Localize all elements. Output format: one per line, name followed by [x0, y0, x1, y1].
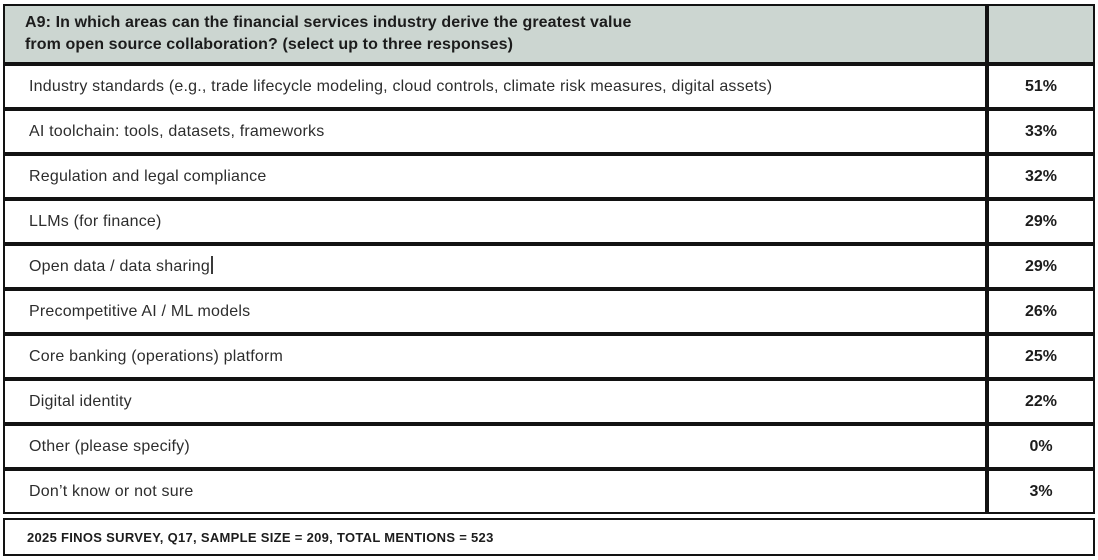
answer-percent: 3% [987, 469, 1095, 514]
answer-label-text: AI toolchain: tools, datasets, framework… [29, 122, 325, 140]
answer-percent: 25% [987, 334, 1095, 379]
answer-label: LLMs (for finance) [3, 199, 987, 244]
table-row: Core banking (operations) platform 25% [3, 334, 1095, 379]
answer-label: Industry standards (e.g., trade lifecycl… [3, 64, 987, 109]
survey-results-table: A9: In which areas can the financial ser… [3, 4, 1095, 514]
table-row: Open data / data sharing 29% [3, 244, 1095, 289]
answer-label: Open data / data sharing [3, 244, 987, 289]
percent-header-cell [987, 4, 1095, 64]
answer-label: Precompetitive AI / ML models [3, 289, 987, 334]
answer-label-text: Don’t know or not sure [29, 482, 194, 500]
question-line-1: A9: In which areas can the financial ser… [25, 14, 632, 31]
answer-label-text: Other (please specify) [29, 437, 190, 455]
question-header-cell: A9: In which areas can the financial ser… [3, 4, 987, 64]
answer-label-text: Industry standards (e.g., trade lifecycl… [29, 77, 773, 95]
answer-percent: 51% [987, 64, 1095, 109]
table-row: AI toolchain: tools, datasets, framework… [3, 109, 1095, 154]
table-row: Don’t know or not sure 3% [3, 469, 1095, 514]
header-row: A9: In which areas can the financial ser… [3, 4, 1095, 64]
question-line-2: from open source collaboration? (select … [25, 36, 514, 53]
answer-label-text: Open data / data sharing [29, 257, 210, 275]
table-row: Other (please specify) 0% [3, 424, 1095, 469]
answer-label: Core banking (operations) platform [3, 334, 987, 379]
answer-percent: 26% [987, 289, 1095, 334]
text-cursor [210, 256, 213, 275]
answer-label-text: Precompetitive AI / ML models [29, 302, 251, 320]
answer-percent: 22% [987, 379, 1095, 424]
answer-percent: 0% [987, 424, 1095, 469]
table-row: Digital identity 22% [3, 379, 1095, 424]
answer-label: Digital identity [3, 379, 987, 424]
answer-label: Don’t know or not sure [3, 469, 987, 514]
table-row: LLMs (for finance) 29% [3, 199, 1095, 244]
answer-label-text: Core banking (operations) platform [29, 347, 284, 365]
table-row: Precompetitive AI / ML models 26% [3, 289, 1095, 334]
answer-label: AI toolchain: tools, datasets, framework… [3, 109, 987, 154]
answer-label: Other (please specify) [3, 424, 987, 469]
answer-percent: 29% [987, 199, 1095, 244]
answer-percent: 33% [987, 109, 1095, 154]
answer-percent: 32% [987, 154, 1095, 199]
source-note-text: 2025 FINOS SURVEY, Q17, SAMPLE SIZE = 20… [27, 529, 494, 545]
table-row: Industry standards (e.g., trade lifecycl… [3, 64, 1095, 109]
answer-percent: 29% [987, 244, 1095, 289]
answer-label-text: Regulation and legal compliance [29, 167, 267, 185]
answer-label-text: LLMs (for finance) [29, 212, 162, 230]
source-note-bar: 2025 FINOS SURVEY, Q17, SAMPLE SIZE = 20… [3, 518, 1095, 556]
table-row: Regulation and legal compliance 32% [3, 154, 1095, 199]
answer-label: Regulation and legal compliance [3, 154, 987, 199]
answer-label-text: Digital identity [29, 392, 132, 410]
